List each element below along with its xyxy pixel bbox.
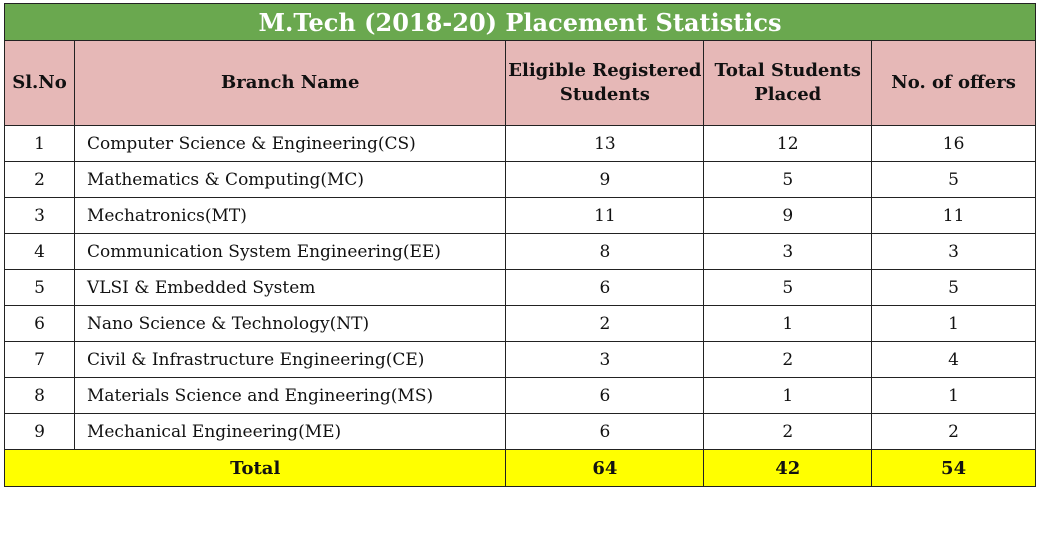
- row-eligible: 3: [505, 341, 705, 378]
- row-offers: 16: [871, 125, 1036, 162]
- row-slno: 7: [4, 341, 75, 378]
- table-row: 7 Civil & Infrastructure Engineering(CE)…: [4, 341, 1036, 378]
- header-slno: Sl.No: [4, 40, 75, 126]
- row-offers: 4: [871, 341, 1036, 378]
- total-offers: 54: [871, 449, 1036, 487]
- row-slno: 8: [4, 377, 75, 414]
- row-eligible: 6: [505, 269, 705, 306]
- placement-statistics-table: M.Tech (2018-20) Placement Statistics Sl…: [3, 3, 1036, 487]
- row-slno: 4: [4, 233, 75, 270]
- row-placed: 5: [703, 269, 873, 306]
- table-row: 6 Nano Science & Technology(NT) 2 1 1: [4, 305, 1036, 342]
- row-placed: 5: [703, 161, 873, 198]
- row-branch-name: Communication System Engineering(EE): [73, 233, 507, 270]
- row-eligible: 11: [505, 197, 705, 234]
- row-offers: 11: [871, 197, 1036, 234]
- row-branch-name: Mechanical Engineering(ME): [73, 413, 507, 450]
- row-eligible: 6: [505, 377, 705, 414]
- row-slno: 9: [4, 413, 75, 450]
- table-row: 1 Computer Science & Engineering(CS) 13 …: [4, 125, 1036, 162]
- row-branch-name: Computer Science & Engineering(CS): [73, 125, 507, 162]
- row-slno: 3: [4, 197, 75, 234]
- row-eligible: 9: [505, 161, 705, 198]
- row-slno: 2: [4, 161, 75, 198]
- row-branch-name: VLSI & Embedded System: [73, 269, 507, 306]
- table-title: M.Tech (2018-20) Placement Statistics: [4, 3, 1036, 41]
- row-branch-name: Nano Science & Technology(NT): [73, 305, 507, 342]
- header-branch-name: Branch Name: [73, 40, 507, 126]
- row-eligible: 8: [505, 233, 705, 270]
- row-offers: 5: [871, 269, 1036, 306]
- row-branch-name: Materials Science and Engineering(MS): [73, 377, 507, 414]
- row-branch-name: Mechatronics(MT): [73, 197, 507, 234]
- row-offers: 3: [871, 233, 1036, 270]
- row-branch-name: Civil & Infrastructure Engineering(CE): [73, 341, 507, 378]
- header-students-placed: Total Students Placed: [703, 40, 873, 126]
- total-placed: 42: [703, 449, 873, 487]
- row-branch-name: Mathematics & Computing(MC): [73, 161, 507, 198]
- table-row: 5 VLSI & Embedded System 6 5 5: [4, 269, 1036, 306]
- table-row: 9 Mechanical Engineering(ME) 6 2 2: [4, 413, 1036, 450]
- header-offers: No. of offers: [871, 40, 1036, 126]
- row-offers: 1: [871, 377, 1036, 414]
- row-placed: 2: [703, 341, 873, 378]
- table-row: 3 Mechatronics(MT) 11 9 11: [4, 197, 1036, 234]
- row-placed: 12: [703, 125, 873, 162]
- row-placed: 9: [703, 197, 873, 234]
- row-slno: 6: [4, 305, 75, 342]
- row-placed: 1: [703, 377, 873, 414]
- row-placed: 3: [703, 233, 873, 270]
- total-label: Total: [3, 449, 507, 487]
- table-row: 8 Materials Science and Engineering(MS) …: [4, 377, 1036, 414]
- total-eligible: 64: [505, 449, 705, 487]
- row-eligible: 2: [505, 305, 705, 342]
- row-placed: 2: [703, 413, 873, 450]
- row-offers: 1: [871, 305, 1036, 342]
- row-slno: 5: [4, 269, 75, 306]
- row-slno: 1: [4, 125, 75, 162]
- row-placed: 1: [703, 305, 873, 342]
- table-row: 4 Communication System Engineering(EE) 8…: [4, 233, 1036, 270]
- header-eligible-students: Eligible Registered Students: [505, 40, 705, 126]
- row-offers: 2: [871, 413, 1036, 450]
- table-row: 2 Mathematics & Computing(MC) 9 5 5: [4, 161, 1036, 198]
- row-eligible: 6: [505, 413, 705, 450]
- header-row: Sl.No Branch Name Eligible Registered St…: [4, 40, 1036, 126]
- row-eligible: 13: [505, 125, 705, 162]
- total-row: Total 64 42 54: [3, 449, 1036, 487]
- row-offers: 5: [871, 161, 1036, 198]
